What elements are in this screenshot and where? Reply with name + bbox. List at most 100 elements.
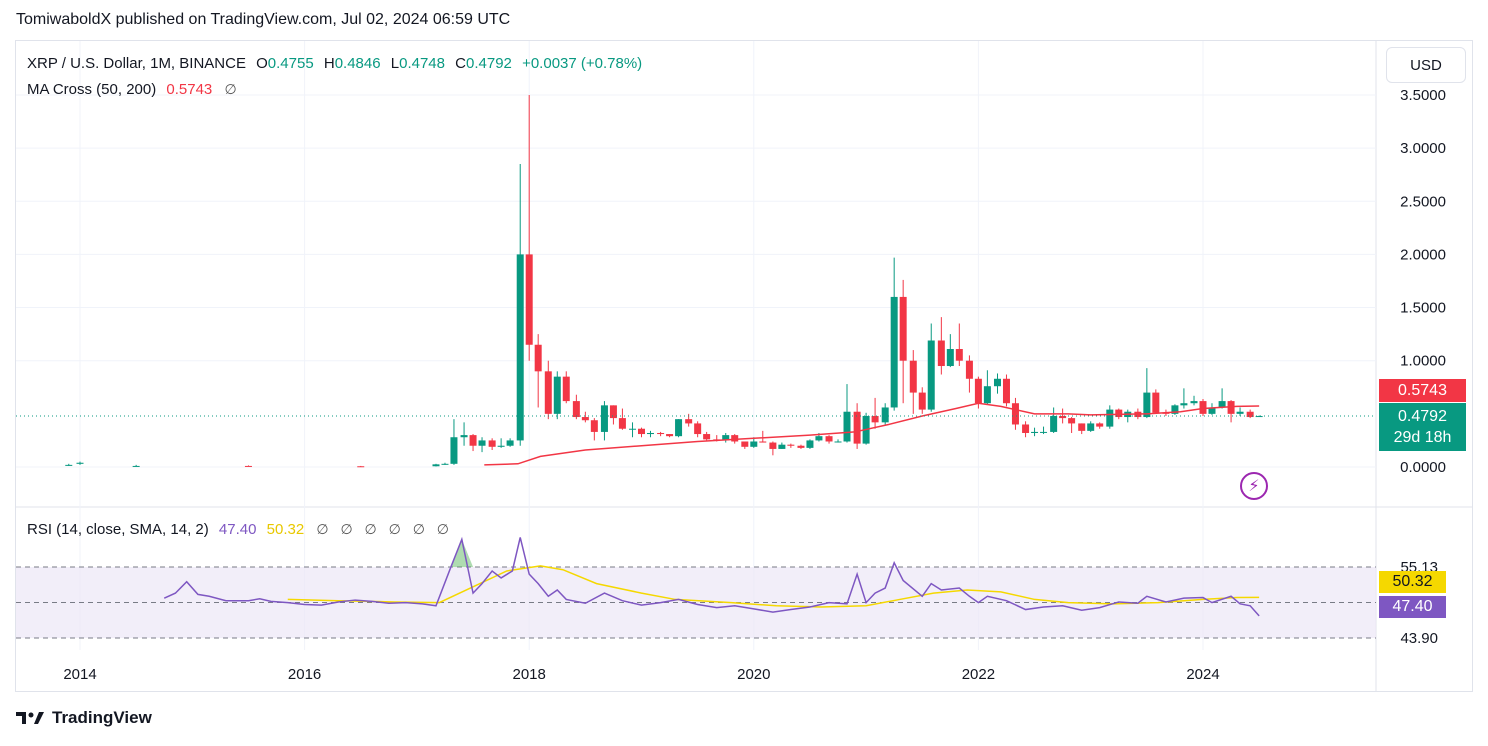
candle-body[interactable] <box>534 344 542 372</box>
candle-body[interactable] <box>731 435 739 442</box>
candle-body[interactable] <box>703 434 711 440</box>
candle-body[interactable] <box>629 428 637 430</box>
ma-200-line[interactable] <box>484 402 1260 466</box>
candle-body[interactable] <box>1087 423 1095 431</box>
candle-body[interactable] <box>506 440 514 446</box>
candle-body[interactable] <box>1255 416 1263 418</box>
candle-body[interactable] <box>441 463 449 465</box>
currency-button[interactable]: USD <box>1386 47 1466 83</box>
candle-body[interactable] <box>1002 378 1010 404</box>
candle-body[interactable] <box>890 296 898 408</box>
candle-body[interactable] <box>516 254 524 441</box>
candle-body[interactable] <box>993 378 1001 387</box>
candle-body[interactable] <box>843 411 851 442</box>
candle-body[interactable] <box>1040 431 1048 433</box>
candle-body[interactable] <box>853 411 861 444</box>
candle-body[interactable] <box>1022 424 1030 433</box>
candle-body[interactable] <box>1096 423 1104 427</box>
candle-body[interactable] <box>937 340 945 367</box>
rsi-visibility-icons[interactable]: ∅ ∅ ∅ ∅ ∅ ∅ <box>316 521 453 537</box>
candle-body[interactable] <box>722 435 730 441</box>
candle-body[interactable] <box>815 436 823 441</box>
candle-body[interactable] <box>666 434 674 437</box>
candle-body[interactable] <box>638 428 645 435</box>
symbol-label[interactable]: XRP / U.S. Dollar, 1M, BINANCE <box>27 55 246 72</box>
candle-body[interactable] <box>132 465 140 467</box>
candle-body[interactable] <box>357 466 365 468</box>
candle-body[interactable] <box>572 401 580 418</box>
candle-body[interactable] <box>432 464 440 467</box>
candle-body[interactable] <box>609 405 617 419</box>
candle-body[interactable] <box>1011 403 1019 425</box>
candle-body[interactable] <box>497 445 505 447</box>
candle-body[interactable] <box>871 415 879 423</box>
candle-body[interactable] <box>759 441 767 443</box>
candle-body[interactable] <box>899 296 907 361</box>
candle-body[interactable] <box>478 440 486 446</box>
candle-body[interactable] <box>469 435 477 446</box>
candle-body[interactable] <box>65 464 73 466</box>
candle-body[interactable] <box>1208 407 1216 414</box>
candle-body[interactable] <box>685 419 693 424</box>
ma-label[interactable]: MA Cross (50, 200) <box>27 81 157 98</box>
candle-body[interactable] <box>562 376 570 402</box>
candle-body[interactable] <box>553 376 561 414</box>
candle-body[interactable] <box>590 420 598 432</box>
candle-body[interactable] <box>1031 431 1039 433</box>
candle-body[interactable] <box>797 445 805 448</box>
candle-body[interactable] <box>769 442 777 449</box>
candle-body[interactable] <box>1152 392 1160 413</box>
candle-body[interactable] <box>1068 418 1076 424</box>
candle-body[interactable] <box>1050 415 1058 432</box>
candle-body[interactable] <box>694 423 702 435</box>
candle-body[interactable] <box>657 432 665 435</box>
candle-body[interactable] <box>1171 405 1179 414</box>
candle-body[interactable] <box>544 371 552 414</box>
candle-body[interactable] <box>1236 411 1244 414</box>
candle-body[interactable] <box>460 435 468 438</box>
lightning-icon[interactable]: ⚡ <box>1240 472 1268 500</box>
rsi-sma-line[interactable] <box>287 565 1260 608</box>
candle-body[interactable] <box>1106 409 1114 427</box>
candle-body[interactable] <box>1059 415 1067 419</box>
candle-body[interactable] <box>965 360 973 379</box>
candle-body[interactable] <box>1180 403 1188 406</box>
candle-body[interactable] <box>881 407 889 423</box>
candle-body[interactable] <box>787 444 795 446</box>
candle-body[interactable] <box>955 349 963 361</box>
candle-body[interactable] <box>983 386 991 404</box>
candle-body[interactable] <box>1143 392 1151 418</box>
candle-body[interactable] <box>825 436 833 442</box>
candle-body[interactable] <box>918 392 926 410</box>
candle-body[interactable] <box>909 360 917 393</box>
candle-body[interactable] <box>675 419 683 437</box>
candle-body[interactable] <box>600 405 608 432</box>
candle-body[interactable] <box>741 441 749 447</box>
ma-legend: MA Cross (50, 200) 0.5743 ∅ <box>27 81 237 98</box>
candle-body[interactable] <box>581 417 589 421</box>
candle-body[interactable] <box>1246 411 1254 418</box>
candle-body[interactable] <box>974 378 982 404</box>
candle-body[interactable] <box>1199 401 1207 414</box>
candle-body[interactable] <box>76 462 84 464</box>
candle-body[interactable] <box>525 254 533 345</box>
candle-body[interactable] <box>927 340 935 410</box>
visibility-toggle-icon[interactable]: ∅ <box>224 81 237 97</box>
candle-body[interactable] <box>806 440 814 448</box>
candle-body[interactable] <box>1078 423 1086 431</box>
candle-body[interactable] <box>1115 409 1123 418</box>
candle-body[interactable] <box>750 441 758 447</box>
candle-body[interactable] <box>450 437 458 464</box>
candle-body[interactable] <box>646 432 654 435</box>
candle-body[interactable] <box>1218 401 1226 408</box>
candle-body[interactable] <box>834 441 842 443</box>
candle-body[interactable] <box>1190 401 1198 404</box>
candle-body[interactable] <box>946 349 954 367</box>
candle-body[interactable] <box>778 444 786 449</box>
rsi-label[interactable]: RSI (14, close, SMA, 14, 2) <box>27 521 209 538</box>
candle-body[interactable] <box>618 418 626 429</box>
rsi-line[interactable] <box>163 536 1260 617</box>
candle-body[interactable] <box>488 440 496 447</box>
candle-body[interactable] <box>244 465 252 467</box>
